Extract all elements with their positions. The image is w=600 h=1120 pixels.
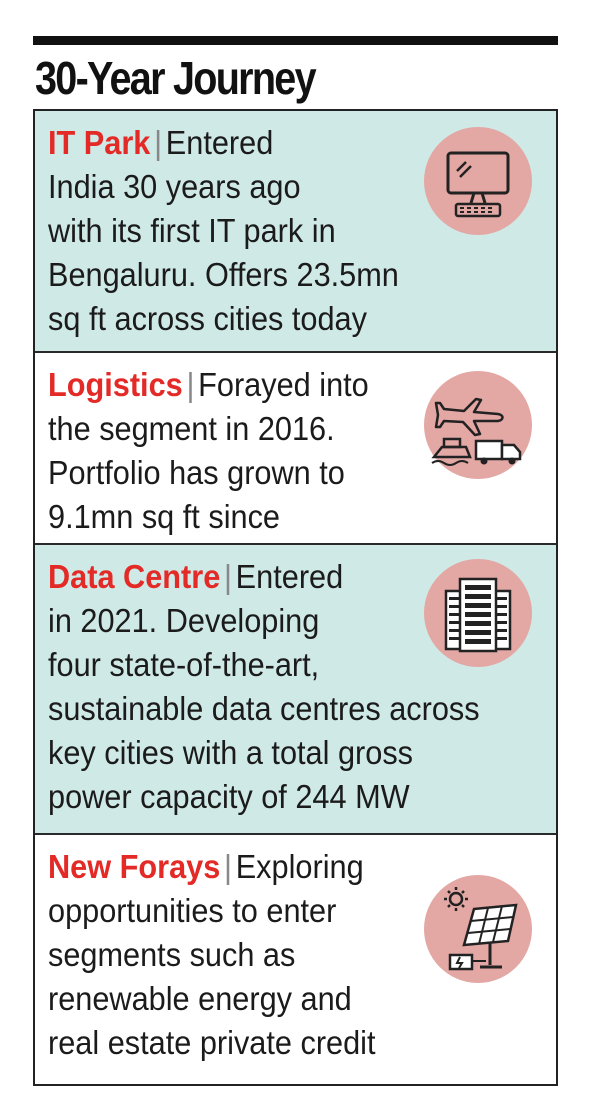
section-new-forays: New Forays | Exploring opportunities to en… (35, 835, 556, 1083)
section-line: Entered (235, 558, 344, 595)
section-line: with its first IT park in (48, 212, 336, 249)
section-line: Forayed into (198, 366, 369, 403)
section-line: key cities with a total gross (48, 734, 414, 771)
solar-panel-icon (424, 875, 532, 983)
section-line: the segment in 2016. (48, 410, 335, 447)
section-text: Data Centre | Entered in 2021. Developing … (48, 555, 480, 819)
page-title: 30-Year Journey (35, 52, 317, 104)
title-rule (33, 36, 558, 45)
section-text: Logistics | Forayed into the segment in 20… (48, 363, 369, 539)
section-line: opportunities to enter (48, 892, 337, 929)
section-line: 9.1mn sq ft since (48, 498, 280, 535)
section-line: renewable energy and (48, 980, 352, 1017)
computer-icon (424, 127, 532, 235)
separator: | (154, 124, 163, 161)
section-label: Data Centre (48, 558, 221, 595)
section-line: Entered (165, 124, 274, 161)
section-line: segments such as (48, 936, 296, 973)
section-line: Exploring (235, 848, 364, 885)
section-label: Logistics (48, 366, 183, 403)
section-logistics: Logistics | Forayed into the segment in 20… (35, 353, 556, 545)
frame-top-rule (33, 109, 558, 111)
section-text: New Forays | Exploring opportunities to en… (48, 845, 376, 1065)
section-line: sustainable data centres across (48, 690, 480, 727)
server-icon (424, 559, 532, 667)
section-data-centre: Data Centre | Entered in 2021. Developing … (35, 545, 556, 835)
separator: | (186, 366, 195, 403)
section-line: power capacity of 244 MW (48, 778, 410, 815)
section-label: IT Park (48, 124, 151, 161)
separator: | (224, 848, 232, 885)
transport-icon (424, 371, 532, 479)
section-line: India 30 years ago (48, 168, 301, 205)
section-line: in 2021. Developing (48, 602, 320, 639)
section-line: real estate private credit (48, 1024, 376, 1061)
section-line: sq ft across cities today (48, 300, 367, 337)
section-line: Bengaluru. Offers 23.5mn (48, 256, 399, 293)
section-label: New Forays (48, 848, 221, 885)
separator: | (223, 558, 232, 595)
section-text: IT Park | Entered India 30 years ago with … (48, 121, 399, 341)
section-line: Portfolio has grown to (48, 454, 345, 491)
content-frame (33, 110, 558, 1086)
section-line: four state-of-the-art, (48, 646, 320, 683)
section-it-park: IT Park | Entered India 30 years ago with … (35, 111, 556, 353)
